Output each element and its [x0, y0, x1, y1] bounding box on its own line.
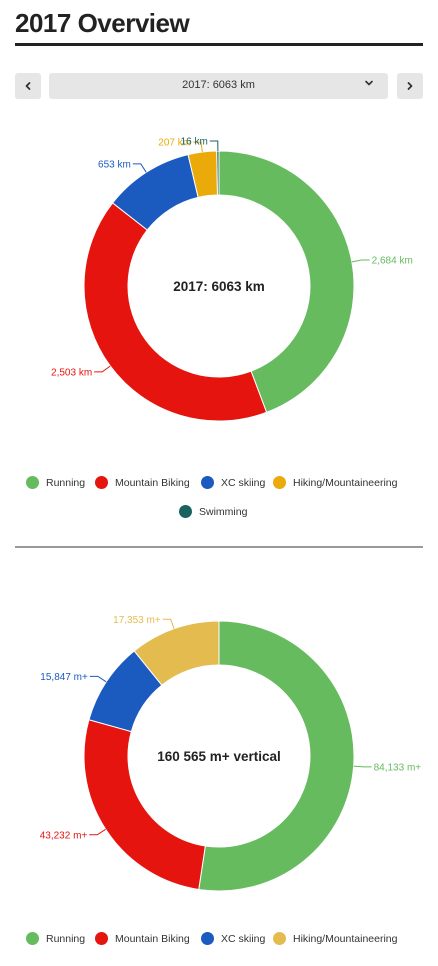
- next-year-button[interactable]: [397, 73, 423, 99]
- leader-line-hiking-mountaineering: [193, 141, 203, 153]
- title-underline: [15, 43, 423, 46]
- legend-label: Swimming: [199, 505, 248, 518]
- leader-line-xc-skiing: [132, 163, 147, 173]
- chevron-down-icon: [365, 80, 373, 86]
- previous-year-button[interactable]: [15, 73, 41, 99]
- legend-label: Mountain Biking: [115, 932, 190, 945]
- section-divider: [15, 546, 423, 548]
- data-label-running: 84,133 m+: [374, 762, 422, 773]
- slice-swimming[interactable]: [216, 150, 220, 196]
- legend-item-hiking-mountaineering[interactable]: Hiking/Mountaineering: [273, 932, 397, 945]
- legend-marker: [26, 932, 39, 945]
- center-label: 160 565 m+ vertical: [157, 749, 280, 764]
- legend-item-swimming[interactable]: Swimming: [179, 505, 247, 518]
- distance-chart-legend: Running Mountain Biking XC skiing Hiking/Mo…: [0, 474, 438, 524]
- chevron-left-icon: [25, 82, 31, 90]
- center-label: 2017: 6063 km: [173, 279, 265, 294]
- leader-line-xc-skiing: [89, 675, 107, 683]
- legend-marker: [201, 932, 214, 945]
- legend-label: Running: [46, 932, 86, 945]
- leader-line-swimming: [209, 140, 219, 152]
- legend-marker: [201, 476, 214, 489]
- legend-label: Mountain Biking: [115, 476, 190, 489]
- slice-running[interactable]: [218, 150, 355, 413]
- chevron-right-icon: [407, 82, 413, 90]
- legend-item-running[interactable]: Running: [26, 476, 85, 489]
- legend-item-xc-skiing[interactable]: XC skiing: [201, 476, 265, 489]
- legend-item-mountain-biking[interactable]: Mountain Biking: [95, 476, 190, 489]
- vertical-chart-legend: Running Mountain Biking XC skiing Hiking/Mo…: [0, 930, 438, 954]
- data-label-mountain-biking: 43,232 m+: [40, 830, 88, 841]
- legend-marker: [95, 476, 108, 489]
- year-select-dropdown[interactable]: 2017: 6063 km: [49, 73, 388, 99]
- data-label-xc-skiing: 15,847 m+: [40, 672, 88, 683]
- legend-marker: [273, 476, 286, 489]
- leader-line-running: [353, 765, 372, 768]
- leader-line-mountain-biking: [89, 828, 106, 836]
- data-label-xc-skiing: 653 km: [98, 159, 131, 170]
- legend-label: Hiking/Mountaineering: [293, 932, 398, 945]
- slice-mountain-biking[interactable]: [83, 719, 206, 891]
- leader-line-hiking-mountaineering: [162, 618, 175, 629]
- legend-item-hiking-mountaineering[interactable]: Hiking/Mountaineering: [273, 476, 397, 489]
- legend-label: XC skiing: [221, 476, 266, 489]
- legend-marker: [273, 932, 286, 945]
- leader-line-running: [351, 259, 370, 263]
- data-label-swimming: 16 km: [181, 137, 208, 148]
- legend-label: Hiking/Mountaineering: [293, 476, 398, 489]
- legend-item-xc-skiing[interactable]: XC skiing: [201, 932, 265, 945]
- legend-label: Running: [46, 476, 86, 489]
- slice-hiking-mountaineering[interactable]: [133, 620, 220, 686]
- legend-marker: [179, 505, 192, 518]
- leader-line-mountain-biking: [94, 365, 111, 373]
- legend-marker: [26, 476, 39, 489]
- data-label-hiking-mountaineering: 17,353 m+: [113, 615, 161, 626]
- data-label-running: 2,684 km: [372, 256, 413, 267]
- page-title: 2017 Overview: [15, 8, 190, 38]
- legend-item-mountain-biking[interactable]: Mountain Biking: [95, 932, 190, 945]
- data-label-hiking-mountaineering: 207 km: [158, 138, 191, 149]
- legend-label: XC skiing: [221, 932, 266, 945]
- slice-running[interactable]: [198, 620, 355, 892]
- year-select-value: 2017: 6063 km: [182, 79, 255, 91]
- slice-mountain-biking[interactable]: [83, 202, 268, 422]
- data-label-mountain-biking: 2,503 km: [51, 367, 92, 378]
- legend-marker: [95, 932, 108, 945]
- vertical-donut-chart: 84,133 m+ 43,232 m+ 15,847 m+ 17,353 m+ 160 …: [40, 615, 422, 892]
- legend-item-running[interactable]: Running: [26, 932, 85, 945]
